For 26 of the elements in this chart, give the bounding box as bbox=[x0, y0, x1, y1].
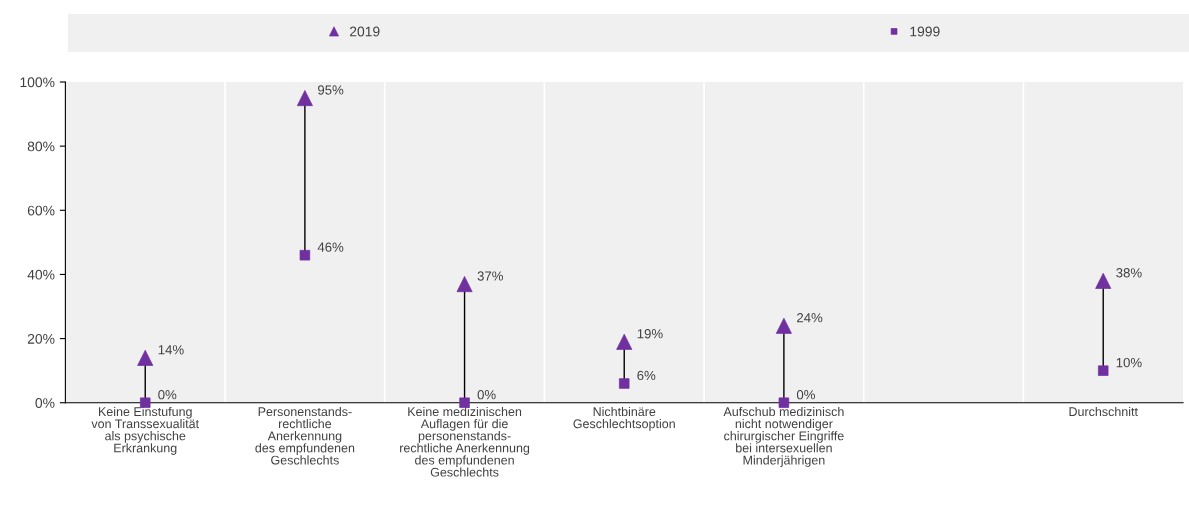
y-tick-label: 60% bbox=[27, 205, 55, 216]
legend-label: 2019 bbox=[349, 26, 380, 37]
data-label: 0% bbox=[796, 390, 815, 400]
y-tick-label: 100% bbox=[20, 77, 55, 88]
data-label: 0% bbox=[158, 390, 177, 400]
x-tick-label: Keine Einstufung von Transsexualität als psychische Erkrankung bbox=[91, 406, 199, 455]
y-tick-label: 80% bbox=[27, 141, 55, 152]
data-label: 14% bbox=[158, 345, 184, 355]
x-tick-label: Durchschnitt bbox=[1069, 406, 1138, 417]
y-tick-label: 40% bbox=[27, 269, 55, 280]
data-label: 24% bbox=[797, 313, 823, 323]
data-label: 37% bbox=[477, 271, 503, 281]
y-tick-label: 0% bbox=[35, 398, 55, 408]
x-tick-label: Keine medizinischen Auflagen für die personenstands- rechtliche Anerkennung des empfundenen Geschlechts bbox=[400, 406, 530, 477]
x-tick-label: Personenstands- rechtliche Anerkennung des empfundenen Geschlechts bbox=[255, 406, 355, 465]
data-label: 38% bbox=[1116, 268, 1142, 278]
data-label: 19% bbox=[637, 329, 663, 339]
data-label: 10% bbox=[1116, 357, 1142, 368]
x-tick-label: Aufschub medizinisch nicht notwendiger chirurgischer Eingriffe bei intersexuellen Minderjährigen bbox=[723, 406, 844, 467]
legend-label: 1999 bbox=[910, 26, 940, 37]
data-label: 46% bbox=[317, 242, 344, 252]
data-label: 6% bbox=[637, 370, 656, 381]
data-label: 95% bbox=[318, 85, 344, 95]
data-label: 0% bbox=[477, 390, 496, 400]
x-tick-label: Nichtbinäre Geschlechtsoption bbox=[573, 406, 675, 431]
y-tick-label: 20% bbox=[27, 333, 55, 344]
